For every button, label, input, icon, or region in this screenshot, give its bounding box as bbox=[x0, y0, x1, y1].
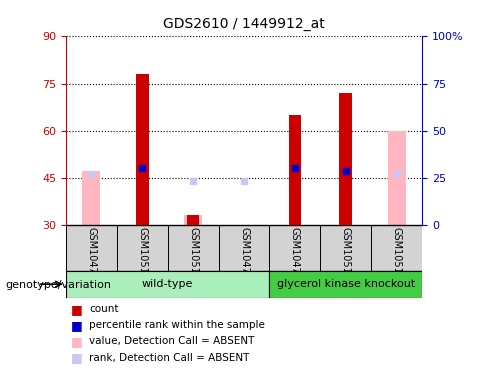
Text: percentile rank within the sample: percentile rank within the sample bbox=[89, 320, 265, 330]
Title: GDS2610 / 1449912_at: GDS2610 / 1449912_at bbox=[163, 17, 325, 31]
Bar bbox=[187, 215, 200, 225]
Text: rank, Detection Call = ABSENT: rank, Detection Call = ABSENT bbox=[89, 353, 250, 362]
Bar bbox=[66, 271, 269, 298]
Text: ■: ■ bbox=[71, 319, 82, 332]
Text: ■: ■ bbox=[71, 351, 82, 364]
Text: GSM105142: GSM105142 bbox=[341, 227, 351, 286]
Text: ■: ■ bbox=[71, 335, 82, 348]
Text: glycerol kinase knockout: glycerol kinase knockout bbox=[277, 279, 415, 289]
Text: genotype/variation: genotype/variation bbox=[5, 280, 111, 290]
Text: GSM104736: GSM104736 bbox=[239, 227, 249, 286]
Bar bbox=[371, 225, 422, 271]
Text: count: count bbox=[89, 304, 119, 314]
Text: value, Detection Call = ABSENT: value, Detection Call = ABSENT bbox=[89, 336, 255, 346]
Bar bbox=[66, 225, 117, 271]
Text: GSM105140: GSM105140 bbox=[137, 227, 147, 286]
Bar bbox=[269, 225, 320, 271]
Text: GSM105144: GSM105144 bbox=[392, 227, 402, 286]
Bar bbox=[340, 93, 352, 225]
Bar bbox=[269, 271, 422, 298]
Bar bbox=[136, 74, 148, 225]
Bar bbox=[82, 171, 100, 225]
Bar bbox=[168, 225, 219, 271]
Text: GSM104738: GSM104738 bbox=[86, 227, 96, 286]
Bar bbox=[288, 115, 301, 225]
Bar bbox=[184, 215, 202, 225]
Bar bbox=[219, 225, 269, 271]
Text: GSM104740: GSM104740 bbox=[290, 227, 300, 286]
Bar bbox=[388, 131, 406, 225]
Text: wild-type: wild-type bbox=[142, 279, 193, 289]
Bar bbox=[320, 225, 371, 271]
Bar bbox=[117, 225, 168, 271]
Text: ■: ■ bbox=[71, 303, 82, 316]
Text: GSM105141: GSM105141 bbox=[188, 227, 198, 286]
